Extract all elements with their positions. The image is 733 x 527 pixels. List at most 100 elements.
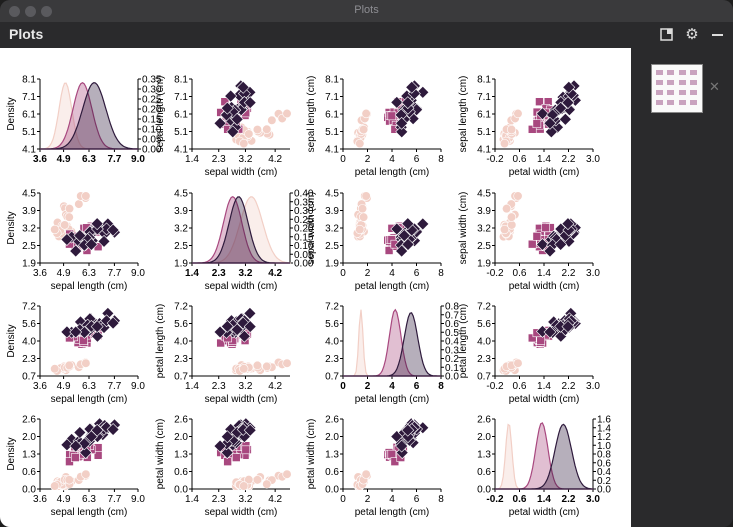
density-tick-label: 0.15 (294, 232, 314, 243)
x-tick-label: 3.6 (33, 494, 47, 505)
y-axis-label: sepal width (cm) (458, 192, 469, 265)
panel-1-2: 1.9 2.5 3.2 3.9 4.5 0 2 4 6 8 petal length (cm) sep… (306, 189, 444, 293)
y-tick-label: 7.1 (325, 92, 339, 103)
scatter-point (64, 360, 74, 371)
y-tick-label: 0.0 (174, 485, 188, 496)
scatter-point (73, 426, 87, 439)
y-tick-label: 5.1 (22, 127, 36, 138)
scatter-point (544, 125, 558, 139)
density-tick-label: 0.00 (294, 259, 314, 270)
x-tick-label: 1.4 (537, 494, 551, 505)
pairplot-figure: 4.15.16.17.18.13.6 4.9 6.3 7.7 9.0Density0.0… (6, 75, 611, 519)
y-tick-label: 2.6 (477, 415, 491, 426)
x-tick-label: 6 (414, 268, 420, 279)
y-tick-label: 1.9 (174, 259, 188, 270)
y-tick-label: 3.2 (22, 224, 36, 235)
x-axis-label: petal width (cm) (509, 281, 580, 292)
scatter-point (106, 423, 120, 436)
close-icon[interactable]: ✕ (709, 80, 720, 95)
scatter-point (359, 212, 369, 222)
scatter-point (106, 316, 120, 330)
scatter-point (244, 129, 254, 139)
minimize-window-button[interactable] (25, 6, 36, 17)
x-tick-label: 3.2 (239, 494, 253, 505)
x-tick-label: 3.0 (586, 381, 600, 392)
close-window-button[interactable] (9, 6, 20, 17)
scatter-point (262, 479, 272, 489)
x-axis-label: sepal width (cm) (205, 394, 278, 405)
y-axis-label: Density (6, 211, 17, 244)
x-tick-label: 1.4 (537, 154, 551, 165)
y-tick-label: 6.1 (477, 110, 491, 121)
scatter-point (401, 217, 415, 231)
scatter-point (416, 85, 430, 99)
scatter-point (106, 223, 120, 237)
y-tick-label: 4.1 (325, 145, 339, 156)
scatter-point (532, 232, 542, 241)
x-tick-label: 9.0 (131, 494, 145, 505)
density-tick-label: 0.05 (142, 135, 162, 146)
x-axis-label: sepal length (cm) (51, 281, 128, 292)
scatter-point (220, 101, 234, 115)
minimize-icon[interactable] (708, 25, 726, 43)
scatter-point (50, 364, 60, 374)
x-tick-label: 7.7 (107, 494, 121, 505)
x-tick-label: 2 (365, 381, 371, 392)
plot-history-sidebar: ✕ (631, 48, 733, 527)
y-tick-label: 6.1 (325, 110, 339, 121)
panel-3-3: 0.0 0.6 1.3 2.0 2.6 -0.2 0.6 1.4 2.2 3.0 petal wid… (477, 415, 611, 519)
y-tick-label: 0.6 (477, 467, 491, 478)
x-tick-label: 2.3 (212, 494, 226, 505)
x-tick-label: -0.2 (486, 494, 504, 505)
y-tick-label: 1.3 (477, 450, 491, 461)
plot-canvas: 4.1 5.1 6.1 7.1 8.1 3.6 4.9 6.3 7.7 9.0 Density 0.0… (0, 48, 631, 527)
panel-title: Plots (9, 26, 44, 42)
x-tick-label: 0.6 (513, 268, 527, 279)
density-tick-label: 0.30 (142, 85, 162, 96)
x-tick-label: 1.4 (537, 268, 551, 279)
y-tick-label: 3.2 (477, 224, 491, 235)
scatter-point (69, 244, 83, 258)
y-tick-label: 3.2 (174, 224, 188, 235)
x-tick-label: 2.2 (562, 494, 576, 505)
scatter-point (543, 116, 557, 130)
open-in-window-icon[interactable] (657, 25, 675, 43)
y-tick-label: 4.1 (477, 145, 491, 156)
scatter-point (527, 333, 537, 343)
x-tick-label: 4.9 (57, 268, 71, 279)
x-tick-label: 4.9 (57, 381, 71, 392)
x-tick-label: 4.2 (268, 268, 282, 279)
scatter-point (90, 217, 104, 231)
y-tick-label: 4.0 (22, 337, 36, 348)
y-tick-label: 2.0 (174, 432, 188, 443)
gear-icon[interactable]: ⚙ (685, 25, 699, 43)
scatter-point (79, 446, 93, 460)
x-tick-label: 2.3 (212, 381, 226, 392)
y-tick-label: 3.9 (477, 206, 491, 217)
scatter-point (252, 360, 263, 371)
scatter-point (536, 238, 549, 251)
x-tick-label: 0 (340, 494, 346, 505)
density-tick-label: 0.00 (142, 145, 162, 156)
y-tick-label: 7.1 (22, 92, 36, 103)
scatter-point (213, 116, 227, 130)
density-tick-label: 0.4 (597, 467, 611, 478)
scatter-point (231, 453, 241, 462)
pairplot-thumbnail[interactable] (651, 64, 703, 113)
panel-0-2: 4.1 5.1 6.1 7.1 8.1 0 2 4 6 8 petal length (cm) sep… (306, 75, 444, 179)
scatter-point (230, 323, 244, 337)
kde-curve (495, 423, 594, 490)
x-tick-label: 3.6 (33, 381, 47, 392)
scatter-point (252, 124, 263, 135)
x-tick-label: 1.4 (537, 381, 551, 392)
x-tick-label: 4.2 (268, 381, 282, 392)
x-tick-label: 6.3 (82, 268, 96, 279)
x-tick-label: -0.2 (486, 154, 504, 165)
density-tick-label: 0.25 (294, 215, 314, 226)
zoom-window-button[interactable] (41, 6, 52, 17)
x-axis-label: petal length (cm) (355, 394, 429, 405)
scatter-point (60, 233, 74, 246)
y-axis-label: sepal length (cm) (155, 76, 166, 153)
density-tick-label: 0.6 (597, 458, 611, 469)
scatter-point (64, 212, 74, 222)
